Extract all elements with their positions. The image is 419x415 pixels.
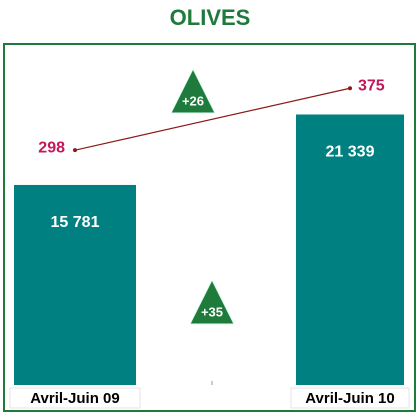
category-label-box <box>290 387 410 409</box>
bar <box>296 114 404 386</box>
line-value-label: 298 <box>38 139 65 156</box>
annotation-text: +26 <box>182 93 204 108</box>
line-point <box>73 148 77 153</box>
line-point <box>348 86 352 91</box>
annotation-triangle <box>170 67 216 114</box>
x-tick-label: Avril-Juin 10 <box>305 390 394 407</box>
chart-title: OLIVES <box>170 5 251 30</box>
bar <box>14 184 136 385</box>
line <box>74 87 351 151</box>
annotation-triangle <box>189 278 235 325</box>
category-label-box <box>9 387 141 409</box>
plot-frame <box>3 43 416 412</box>
bar-value-label: 21 339 <box>326 144 375 161</box>
x-tick-label: Avril-Juin 09 <box>30 390 119 407</box>
line-value-label: 375 <box>358 77 385 94</box>
annotation-text: +35 <box>201 304 223 319</box>
bar-value-label: 15 781 <box>51 214 100 231</box>
